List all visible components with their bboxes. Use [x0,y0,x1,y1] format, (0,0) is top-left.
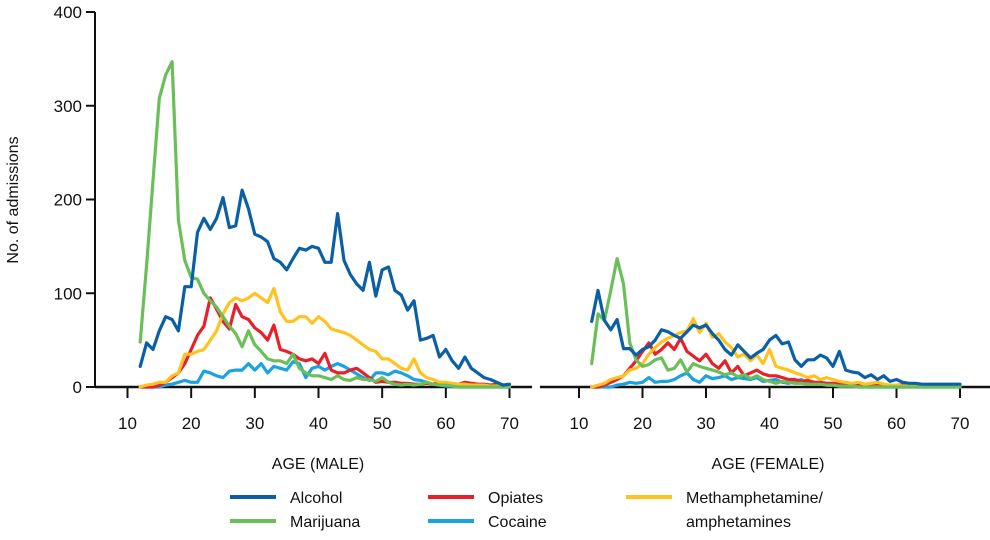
axes: 0 100 200 300 400 10 20 30 40 50 60 70 10 20 30 40 50 60 7… [54,3,990,433]
legend-label-methamphetamine: Methamphetamine/ [686,490,824,507]
y-axis-title: No. of admissions [5,136,22,263]
x-tick-label: 50 [373,414,392,433]
x-tick-label: 70 [500,414,519,433]
x-tick-label: 70 [951,414,970,433]
x-tick-label: 40 [760,414,779,433]
x-tick-label: 60 [436,414,455,433]
legend-item-cocaine: Cocaine [428,514,547,531]
legend: Alcohol Opiates Methamphetamine/ ampheta… [230,490,824,531]
x-tick-label: 10 [570,414,589,433]
y-tick-label: 400 [54,3,82,22]
x-tick-label: 60 [887,414,906,433]
y-tick-label: 100 [54,284,82,303]
x-tick-label: 10 [118,414,137,433]
y-tick-label: 0 [73,378,82,397]
x-tick-label: 30 [697,414,716,433]
y-tick-label: 200 [54,191,82,210]
series-line-alcohol-male [138,188,512,387]
x-tick-label: 40 [309,414,328,433]
series-line-marijuana-female [590,257,962,389]
legend-label-methamphetamine-line2: amphetamines [686,514,791,531]
series-line-opiates-male [138,296,512,389]
x-axis-title-male: AGE (MALE) [272,456,364,473]
x-tick-label: 30 [245,414,264,433]
legend-label-marijuana: Marijuana [290,514,360,531]
legend-item-marijuana: Marijuana [230,514,360,531]
x-tick-label: 20 [182,414,201,433]
legend-label-opiates: Opiates [488,490,543,507]
x-tick-label: 20 [633,414,652,433]
x-tick-label: 50 [824,414,843,433]
series-lines [138,60,962,389]
legend-label-cocaine: Cocaine [488,514,547,531]
series-line-methamphetamine-male [138,287,512,389]
x-axis-title-female: AGE (FEMALE) [712,456,825,473]
y-tick-label: 300 [54,97,82,116]
legend-item-methamphetamine: Methamphetamine/ amphetamines [626,490,824,531]
series-line-marijuana-male [138,60,512,389]
legend-item-opiates: Opiates [428,490,543,507]
series-line-alcohol-female [590,288,962,386]
legend-item-alcohol: Alcohol [230,490,342,507]
legend-label-alcohol: Alcohol [290,490,342,507]
